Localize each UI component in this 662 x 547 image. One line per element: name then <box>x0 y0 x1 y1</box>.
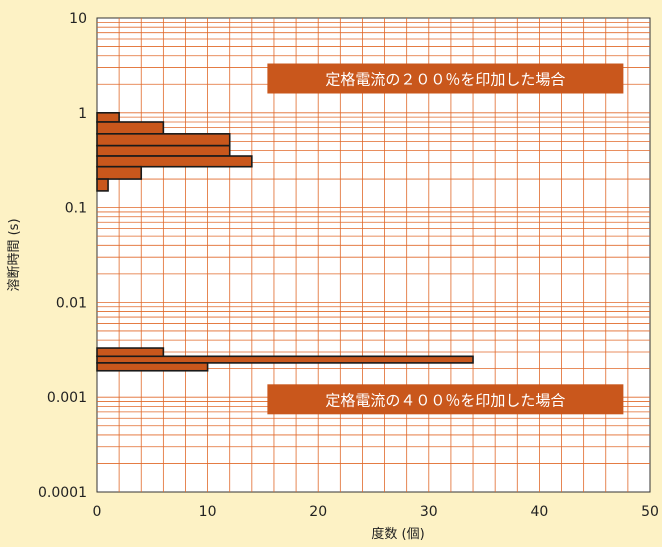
x-tick-label: 50 <box>641 504 659 520</box>
y-tick-label: 0.01 <box>56 295 87 311</box>
histogram-bar <box>96 121 165 135</box>
annotation-box <box>267 384 624 415</box>
x-axis-title: 度数 (個) <box>371 526 424 542</box>
x-tick-label: 30 <box>420 504 438 520</box>
histogram-bar <box>96 165 143 180</box>
histogram-bar <box>96 144 231 157</box>
grid-lines <box>97 18 650 492</box>
histogram-bar <box>96 133 231 147</box>
histogram-bar <box>96 362 209 372</box>
histogram-bar <box>96 347 165 358</box>
y-tick-label: 1 <box>78 106 87 122</box>
histogram-bar <box>96 155 253 168</box>
y-tick-label: 0.001 <box>47 390 87 406</box>
x-tick-label: 40 <box>530 504 548 520</box>
annotation-label: 定格電流の２００％を印加した場合 <box>325 71 565 89</box>
annotation-label: 定格電流の４００％を印加した場合 <box>325 391 565 409</box>
histogram-bars <box>96 112 474 372</box>
y-tick-label: 10 <box>69 11 87 27</box>
x-tick-label: 20 <box>309 504 327 520</box>
histogram-bar <box>96 355 474 364</box>
y-tick-label: 0.0001 <box>38 485 87 501</box>
histogram-bar <box>96 112 120 123</box>
annotation-box <box>267 63 624 94</box>
x-tick-label: 0 <box>93 504 102 520</box>
y-tick-label: 0.1 <box>65 201 87 217</box>
histogram-bar <box>96 178 109 192</box>
x-tick-label: 10 <box>199 504 217 520</box>
tick-labels: 0 10 20 30 40 50 10 1 0.1 0.01 0.001 0.0001 <box>38 11 659 520</box>
y-axis-title: 溶断時間 (s) <box>7 218 22 291</box>
